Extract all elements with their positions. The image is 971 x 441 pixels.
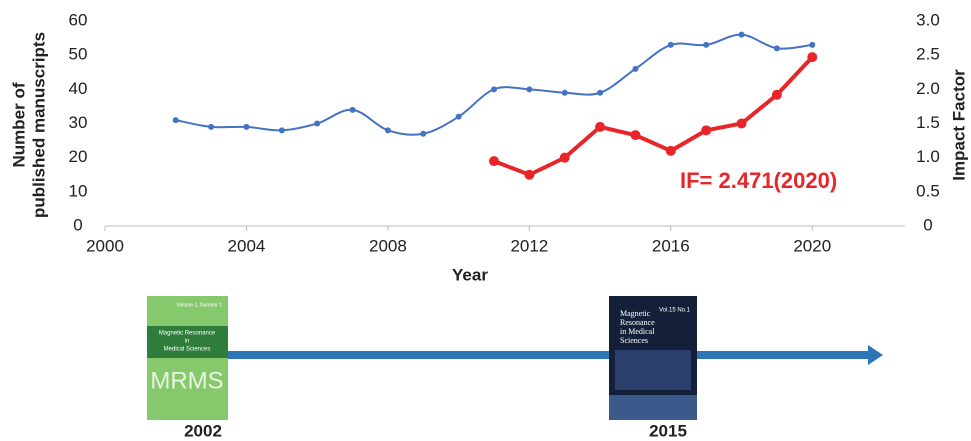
data-point — [701, 125, 711, 135]
data-point — [243, 124, 249, 130]
y-tick-label: 50 — [69, 45, 88, 64]
cover-title: in Medical — [620, 327, 655, 336]
cover-2015: Vol.15 No.1 Magnetic Resonance in Medica… — [609, 296, 697, 420]
y-tick-label: 10 — [69, 181, 88, 200]
y-axis-label-line: Number of — [9, 82, 28, 167]
timeline-arrowhead — [868, 345, 883, 365]
series-line — [176, 35, 813, 135]
cover-title: Sciences — [620, 336, 648, 345]
data-point — [420, 131, 426, 137]
data-point — [562, 90, 568, 96]
data-point — [739, 32, 745, 38]
data-point — [560, 153, 570, 163]
data-point — [703, 42, 709, 48]
data-point — [809, 42, 815, 48]
y2-tick-label: 1.5 — [916, 113, 940, 132]
cover-title: in — [185, 339, 190, 345]
y2-tick-label: 0 — [923, 215, 932, 234]
data-point — [385, 127, 391, 133]
data-point — [737, 119, 747, 129]
data-point — [456, 114, 462, 120]
cover-2002: Volume 1, Number 1 Magnetic Resonance in… — [147, 296, 228, 420]
cover-logo: MRMS — [150, 367, 223, 394]
y-tick-label: 40 — [69, 79, 88, 98]
cover-title: Resonance — [620, 318, 655, 327]
data-point — [491, 86, 497, 92]
y2-tick-label: 0.5 — [916, 181, 940, 200]
data-point — [208, 124, 214, 130]
data-point — [524, 170, 534, 180]
data-point — [314, 121, 320, 127]
data-point — [668, 42, 674, 48]
x-tick-label: 2004 — [228, 236, 266, 255]
y-tick-label: 60 — [69, 10, 88, 29]
data-point — [666, 146, 676, 156]
data-point — [173, 117, 179, 123]
x-tick-label: 2020 — [793, 236, 831, 255]
data-point — [595, 122, 605, 132]
y2-tick-label: 2.5 — [916, 45, 940, 64]
y2-tick-label: 1.0 — [916, 147, 940, 166]
data-point — [807, 52, 817, 62]
x-tick-label: 2016 — [652, 236, 690, 255]
y-tick-label: 20 — [69, 147, 88, 166]
data-point — [774, 45, 780, 51]
timeline-year: 2002 — [184, 421, 222, 440]
y-axis-label: Number of published manuscripts — [9, 32, 48, 218]
data-point — [489, 156, 499, 166]
y-tick-label: 30 — [69, 113, 88, 132]
y2-tick-label: 2.0 — [916, 79, 940, 98]
data-point — [279, 127, 285, 133]
cover-issue: Volume 1, Number 1 — [176, 302, 222, 308]
data-point — [597, 90, 603, 96]
data-point — [772, 90, 782, 100]
data-point — [526, 86, 532, 92]
y-tick-label: 0 — [73, 215, 82, 234]
data-point — [630, 130, 640, 140]
annotation: IF= 2.471(2020) — [680, 168, 837, 193]
y-axis-label-line: published manuscripts — [29, 32, 48, 218]
timeline-arrow — [228, 351, 870, 359]
cover-title: Medical Sciences — [164, 347, 211, 353]
timeline-year: 2015 — [649, 421, 687, 440]
y2-tick-label: 3.0 — [916, 10, 940, 29]
cover-title: Magnetic Resonance — [159, 331, 216, 337]
cover-title: Magnetic — [620, 309, 651, 318]
data-point — [632, 66, 638, 72]
x-tick-label: 2008 — [369, 236, 407, 255]
cover-issue: Vol.15 No.1 — [659, 308, 691, 314]
x-tick-label: 2012 — [510, 236, 548, 255]
data-point — [350, 107, 356, 113]
y2-axis-label: Impact Factor — [949, 69, 968, 181]
series-line — [494, 57, 812, 175]
x-tick-label: 2000 — [86, 236, 124, 255]
chart: Year Number of published manuscripts Imp… — [0, 0, 971, 441]
x-axis-label: Year — [452, 265, 488, 284]
